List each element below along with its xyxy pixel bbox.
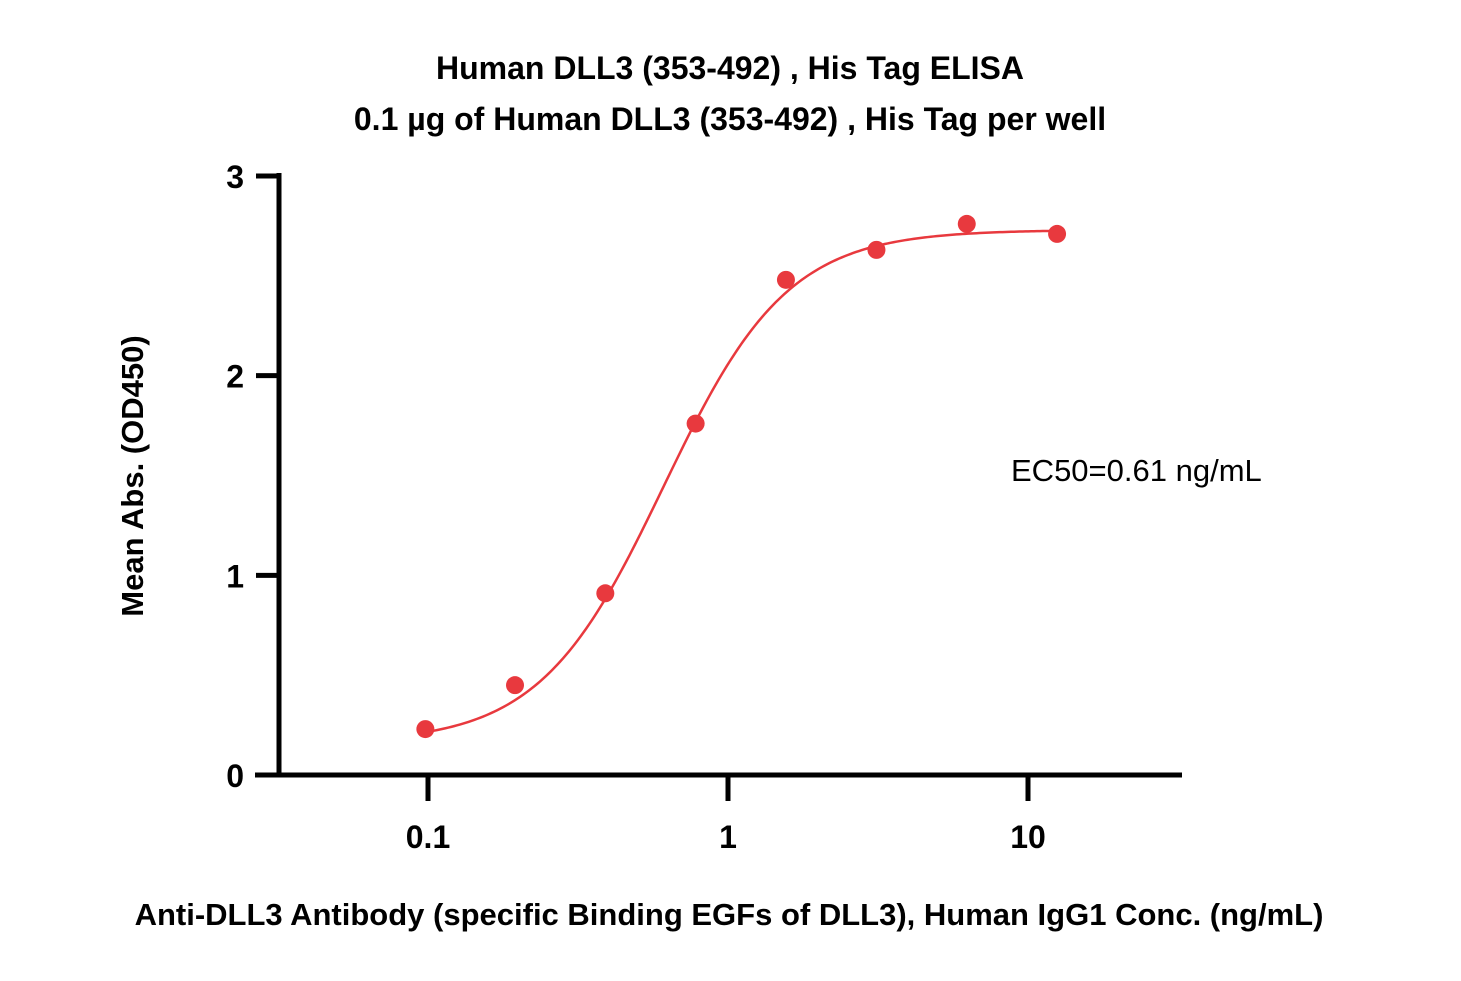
ec50-annotation: EC50=0.61 ng/mL	[1011, 453, 1262, 488]
data-point	[596, 584, 615, 603]
data-point	[867, 240, 886, 259]
plot-area	[416, 214, 1067, 739]
y-tick-label: 0	[226, 758, 244, 794]
chart-subtitle: 0.1 µg of Human DLL3 (353-492) , His Tag…	[354, 101, 1106, 137]
data-point	[506, 676, 525, 695]
x-axis-ticks: 0.1 1 10	[406, 775, 1046, 855]
data-point	[416, 720, 435, 739]
data-point	[686, 414, 705, 433]
y-tick-label: 1	[226, 558, 244, 594]
data-point	[1048, 224, 1067, 243]
x-tick-label: 0.1	[406, 819, 450, 855]
x-axis-label: Anti-DLL3 Antibody (specific Binding EGF…	[135, 897, 1324, 932]
y-axis-ticks: 0 1 2 3	[226, 159, 279, 794]
data-point	[776, 270, 795, 289]
x-tick-label: 10	[1010, 819, 1046, 855]
y-axis-label: Mean Abs. (OD450)	[115, 335, 150, 616]
x-tick-label: 1	[719, 819, 737, 855]
y-tick-label: 3	[226, 159, 244, 195]
chart-title: Human DLL3 (353-492) , His Tag ELISA	[436, 50, 1024, 86]
y-tick-label: 2	[226, 359, 244, 395]
fit-curve	[425, 229, 1058, 734]
data-point	[957, 214, 976, 233]
